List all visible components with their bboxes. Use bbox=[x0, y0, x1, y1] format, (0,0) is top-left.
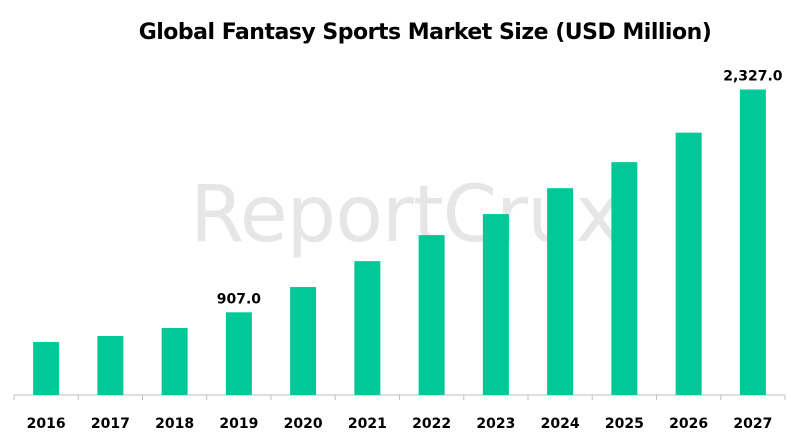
bar-2024 bbox=[547, 188, 574, 395]
x-tick-label: 2017 bbox=[91, 416, 130, 432]
bar-2020 bbox=[290, 287, 317, 395]
bar-2019 bbox=[225, 312, 252, 395]
x-tick-label: 2018 bbox=[155, 416, 194, 432]
bar-2025 bbox=[611, 162, 638, 395]
data-label-2019: 907.0 bbox=[217, 291, 262, 307]
x-tick-label: 2020 bbox=[284, 416, 323, 432]
bar-2017 bbox=[97, 336, 124, 395]
bar-2016 bbox=[33, 341, 60, 395]
bar-2026 bbox=[675, 132, 702, 395]
bar-2021 bbox=[354, 261, 381, 395]
x-tick-label: 2027 bbox=[733, 416, 772, 432]
x-tick-label: 2016 bbox=[27, 416, 66, 432]
x-tick-label: 2021 bbox=[348, 416, 387, 432]
x-tick-label: 2025 bbox=[605, 416, 644, 432]
x-tick-label: 2019 bbox=[219, 416, 258, 432]
bar-2018 bbox=[161, 328, 188, 395]
chart-title: Global Fantasy Sports Market Size (USD M… bbox=[138, 20, 712, 45]
x-tick-label: 2026 bbox=[669, 416, 708, 432]
x-tick-label: 2022 bbox=[412, 416, 451, 432]
data-label-2027: 2,327.0 bbox=[723, 69, 783, 85]
bar-2022 bbox=[418, 235, 445, 395]
x-tick-label: 2023 bbox=[476, 416, 515, 432]
bar-2023 bbox=[482, 214, 509, 395]
x-tick-label: 2024 bbox=[541, 416, 580, 432]
bar-2027 bbox=[739, 89, 766, 395]
